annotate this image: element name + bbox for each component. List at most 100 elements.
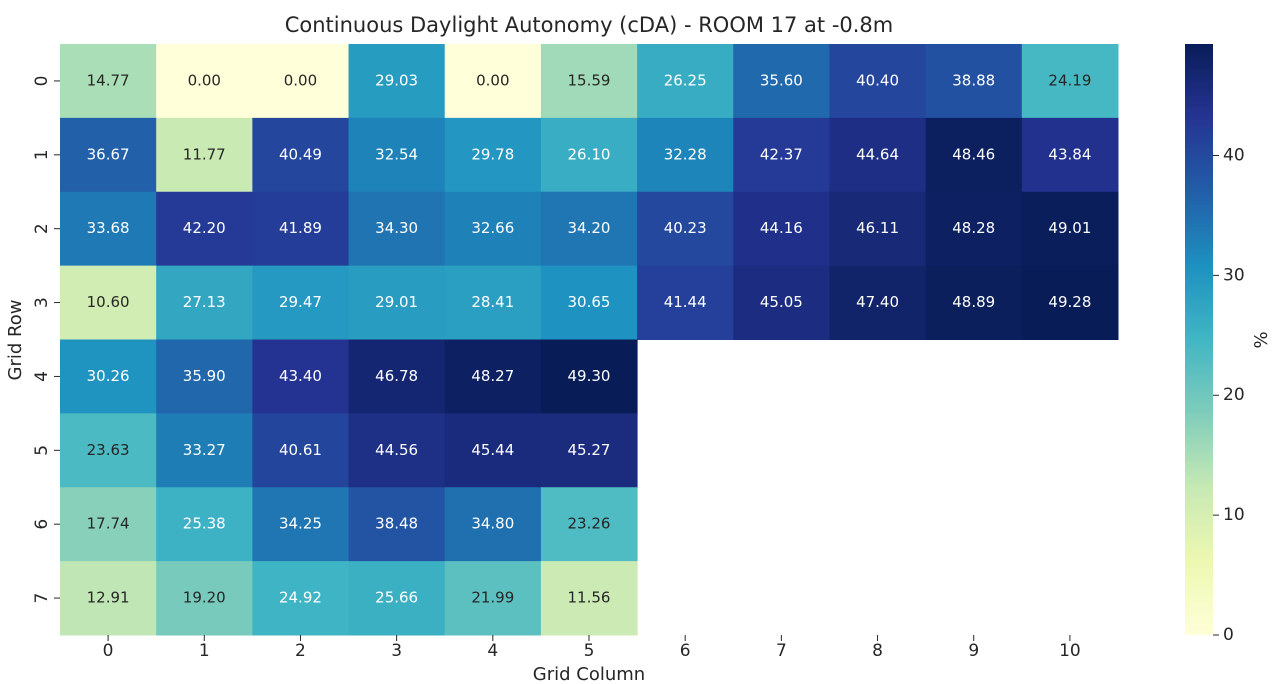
heatmap-cell xyxy=(348,191,446,267)
colorbar-tick-label: 10 xyxy=(1223,505,1245,525)
heatmap-cell xyxy=(733,44,830,119)
y-tick-label: 7 xyxy=(32,593,52,604)
heatmap-cell xyxy=(540,339,638,414)
y-tick-label: 0 xyxy=(32,76,52,87)
heatmap-cell xyxy=(925,44,1023,119)
heatmap-cell xyxy=(540,191,638,267)
y-axis-label: Grid Row xyxy=(5,300,26,381)
cell-label: 30.65 xyxy=(568,293,611,311)
cell-label: 48.89 xyxy=(952,293,995,311)
x-tick-label: 3 xyxy=(391,641,402,661)
heatmap-cell xyxy=(444,44,542,119)
cell-label: 23.26 xyxy=(568,515,611,533)
cell-label: 43.84 xyxy=(1048,145,1091,163)
cell-label: 30.26 xyxy=(87,367,130,385)
cell-label: 44.16 xyxy=(760,219,803,237)
cell-label: 32.54 xyxy=(375,145,418,163)
heatmap-cell xyxy=(444,487,542,562)
cell-label: 32.66 xyxy=(471,219,514,237)
cell-label: 48.46 xyxy=(952,145,995,163)
heatmap-cell xyxy=(925,265,1023,340)
heatmap-cell xyxy=(252,44,350,119)
cell-label: 45.05 xyxy=(760,293,803,311)
cell-label: 26.25 xyxy=(664,71,707,89)
colorbar xyxy=(1185,44,1213,635)
heatmap-cell xyxy=(444,117,542,193)
cell-label: 34.80 xyxy=(471,515,514,533)
cell-label: 49.01 xyxy=(1048,219,1091,237)
colorbar-label: % xyxy=(1251,331,1272,348)
colorbar-tick-label: 0 xyxy=(1223,625,1234,645)
cell-label: 24.19 xyxy=(1048,71,1091,89)
x-tick-label: 5 xyxy=(584,641,595,661)
heatmap-cell xyxy=(829,117,927,193)
cell-label: 49.28 xyxy=(1048,293,1091,311)
heatmap-cell xyxy=(60,339,157,414)
cell-label: 14.77 xyxy=(87,71,130,89)
heatmap-cell xyxy=(829,44,927,119)
y-tick-label: 2 xyxy=(32,223,52,234)
heatmap-cell xyxy=(60,413,157,488)
heatmap-cell xyxy=(252,561,350,636)
heatmap-cell xyxy=(252,191,350,267)
cell-label: 38.48 xyxy=(375,515,418,533)
heatmap-cell xyxy=(156,487,253,562)
heatmap-cell xyxy=(637,191,734,267)
cell-label: 34.25 xyxy=(279,515,322,533)
heatmap-cell xyxy=(637,44,734,119)
heatmap-cell xyxy=(348,117,446,193)
y-tick-label: 3 xyxy=(32,297,52,308)
heatmap-cell xyxy=(156,44,253,119)
heatmap-cell xyxy=(637,117,734,193)
heatmap-cell xyxy=(637,265,734,340)
cell-label: 27.13 xyxy=(183,293,226,311)
heatmap-cell xyxy=(540,487,638,562)
heatmap-cell xyxy=(540,44,638,119)
cell-label: 26.10 xyxy=(568,145,611,163)
y-tick-label: 6 xyxy=(32,519,52,530)
cell-label: 0.00 xyxy=(476,71,509,89)
heatmap-cell xyxy=(444,413,542,488)
cell-label: 29.47 xyxy=(279,293,322,311)
heatmap-cell xyxy=(444,561,542,636)
heatmap-cell xyxy=(156,265,253,340)
heatmap-cell xyxy=(444,191,542,267)
x-tick-label: 6 xyxy=(680,641,691,661)
cell-label: 0.00 xyxy=(284,71,317,89)
heatmap-cell xyxy=(156,117,253,193)
cell-label: 42.37 xyxy=(760,145,803,163)
heatmap-cell xyxy=(348,339,446,414)
cell-label: 35.60 xyxy=(760,71,803,89)
cell-label: 29.03 xyxy=(375,71,418,89)
heatmap-cell xyxy=(444,339,542,414)
heatmap-cell xyxy=(252,487,350,562)
heatmap-cell xyxy=(348,487,446,562)
heatmap-cell xyxy=(829,265,927,340)
x-axis-label: Grid Column xyxy=(533,664,645,684)
cell-label: 19.20 xyxy=(183,589,226,607)
x-tick-label: 10 xyxy=(1059,641,1081,661)
x-tick-label: 9 xyxy=(968,641,979,661)
heatmap-cell xyxy=(733,265,830,340)
heatmap-cell xyxy=(252,413,350,488)
cell-label: 34.30 xyxy=(375,219,418,237)
cell-label: 34.20 xyxy=(568,219,611,237)
heatmap-cell xyxy=(1021,191,1119,267)
heatmap-cell xyxy=(60,191,157,267)
heatmap-cell xyxy=(540,265,638,340)
heatmap-cell xyxy=(444,265,542,340)
cell-label: 28.41 xyxy=(471,293,514,311)
cell-label: 10.60 xyxy=(87,293,130,311)
y-tick-label: 5 xyxy=(32,445,52,456)
cell-label: 36.67 xyxy=(87,145,130,163)
heatmap-cell xyxy=(829,191,927,267)
cell-label: 46.11 xyxy=(856,219,899,237)
heatmap-cell xyxy=(60,44,157,119)
cell-label: 46.78 xyxy=(375,367,418,385)
colorbar-tick-label: 30 xyxy=(1223,265,1245,285)
cell-label: 12.91 xyxy=(87,589,130,607)
heatmap-cell xyxy=(1021,44,1119,119)
cell-label: 25.38 xyxy=(183,515,226,533)
heatmap-cell xyxy=(60,117,157,193)
heatmap-cell xyxy=(348,561,446,636)
